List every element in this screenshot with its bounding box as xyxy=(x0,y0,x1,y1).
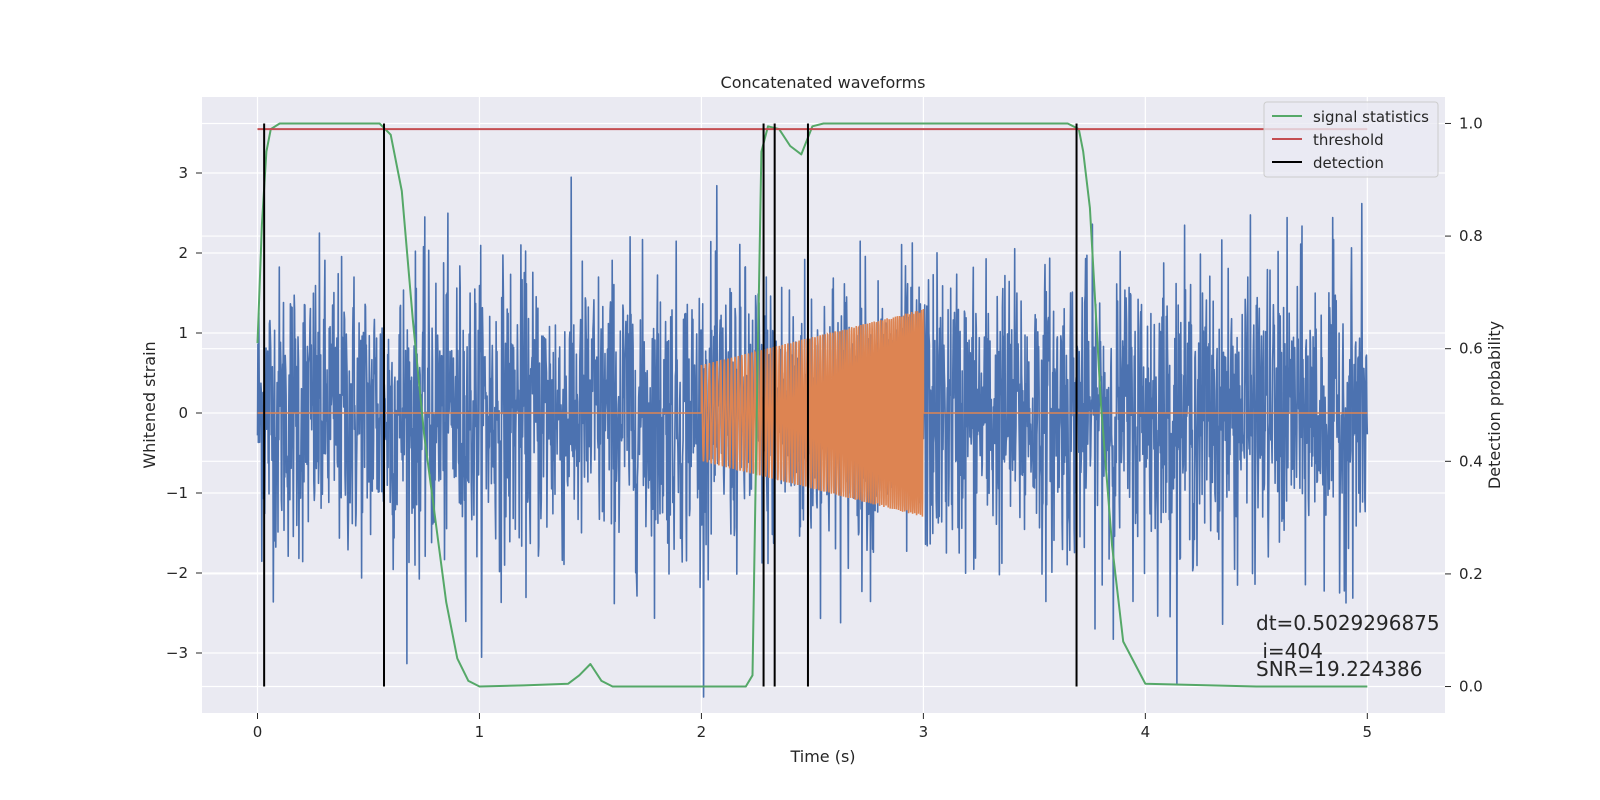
annotation-snr: SNR=19.224386 xyxy=(1256,657,1422,681)
y-tick-label-right: 0.8 xyxy=(1459,227,1483,245)
injected-line xyxy=(257,308,1368,517)
legend-frame xyxy=(1263,101,1439,178)
y-tick-label: 2 xyxy=(178,244,188,262)
x-tick-label: 4 xyxy=(1141,723,1151,741)
y-axis-label-right: Detection probability xyxy=(1485,321,1504,489)
x-axis: 0 1 2 3 4 5 xyxy=(253,713,1372,741)
chart-title: Concatenated waveforms xyxy=(721,73,926,92)
y-tick-label: −1 xyxy=(166,484,188,502)
y-axis-left: −3 −2 −1 0 1 2 3 xyxy=(166,164,202,662)
legend: signal statistics threshold detection xyxy=(1263,101,1439,178)
y-tick-label: 0 xyxy=(178,404,188,422)
detection-series xyxy=(263,123,1078,687)
y-tick-label: −2 xyxy=(166,564,188,582)
x-tick-label: 2 xyxy=(697,723,707,741)
legend-label-signal-statistics: signal statistics xyxy=(1313,108,1429,126)
annotation-index: i=404 xyxy=(1256,639,1323,663)
y-tick-label: 1 xyxy=(178,324,188,342)
y-tick-label-right: 0.2 xyxy=(1459,565,1483,583)
x-tick-label: 5 xyxy=(1363,723,1373,741)
x-tick-label: 0 xyxy=(253,723,263,741)
x-axis-label: Time (s) xyxy=(789,747,855,766)
y-axis-right: 0.0 0.2 0.4 0.6 0.8 1.0 xyxy=(1445,114,1483,696)
legend-label-threshold: threshold xyxy=(1313,131,1384,149)
injected-series xyxy=(257,308,1368,517)
y-tick-label-right: 0.6 xyxy=(1459,340,1483,358)
y-tick-label: −3 xyxy=(166,644,188,662)
y-tick-label-right: 0.4 xyxy=(1459,452,1483,470)
annotation-dt: dt=0.5029296875 xyxy=(1256,611,1440,635)
y-tick-label-right: 0.0 xyxy=(1459,678,1483,696)
y-axis-label: Whitened strain xyxy=(140,341,159,468)
x-tick-label: 3 xyxy=(919,723,929,741)
y-tick-label: 3 xyxy=(178,164,188,182)
x-tick-label: 1 xyxy=(475,723,485,741)
legend-label-detection: detection xyxy=(1313,154,1384,172)
y-tick-label-right: 1.0 xyxy=(1459,114,1483,132)
